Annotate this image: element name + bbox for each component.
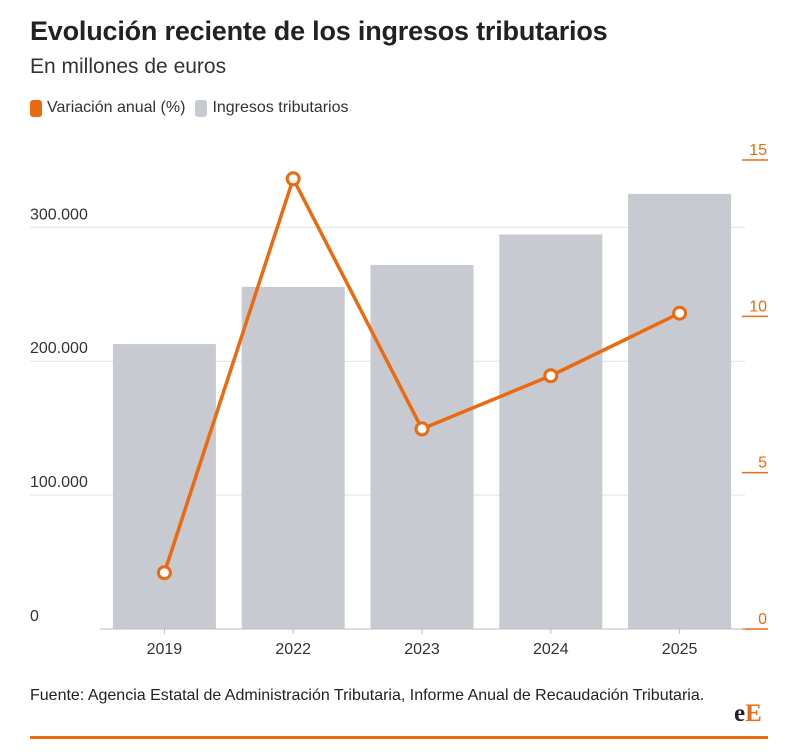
y-right-tick-label: 0	[758, 611, 767, 628]
x-tick-label: 2023	[404, 641, 440, 658]
bar	[370, 264, 474, 629]
y-left-tick-label: 0	[30, 608, 39, 625]
legend-item-revenue: Ingresos tributarios	[195, 99, 349, 117]
bar	[628, 193, 732, 629]
variation-point	[672, 305, 688, 321]
bottom-rule	[30, 736, 768, 739]
legend-label-variation: Variación anual (%)	[47, 99, 186, 116]
bar	[499, 234, 603, 629]
x-tick-label: 2025	[662, 641, 698, 658]
variation-point	[156, 565, 172, 581]
y-right-tick-label: 10	[749, 298, 767, 315]
bar	[241, 286, 345, 629]
y-left-tick-label: 200.000	[30, 340, 88, 357]
variation-point	[285, 171, 301, 187]
y-right-tick-label: 15	[749, 142, 767, 159]
bar	[112, 344, 216, 629]
publisher-logo: eE	[734, 700, 762, 728]
x-tick-label: 2022	[275, 641, 311, 658]
logo-letter-e: e	[734, 700, 746, 727]
legend-item-variation: Variación anual (%)	[30, 99, 185, 117]
variation-point	[414, 421, 430, 437]
chart-legend: Variación anual (%) Ingresos tributarios	[30, 99, 359, 117]
x-tick-label: 2019	[147, 641, 183, 658]
chart-subtitle: En millones de euros	[30, 55, 227, 78]
y-left-tick-label: 300.000	[30, 206, 88, 223]
legend-label-revenue: Ingresos tributarios	[212, 99, 349, 116]
chart-title: Evolución reciente de los ingresos tribu…	[30, 16, 608, 46]
y-right-tick-label: 5	[758, 455, 767, 472]
legend-swatch-bar	[195, 99, 208, 117]
y-left-tick-label: 100.000	[30, 474, 88, 491]
x-tick-label: 2024	[533, 641, 569, 658]
logo-letter-E: E	[745, 700, 762, 727]
legend-swatch-line	[30, 99, 42, 117]
source-note: Fuente: Agencia Estatal de Administració…	[30, 687, 705, 704]
variation-point	[543, 368, 559, 384]
